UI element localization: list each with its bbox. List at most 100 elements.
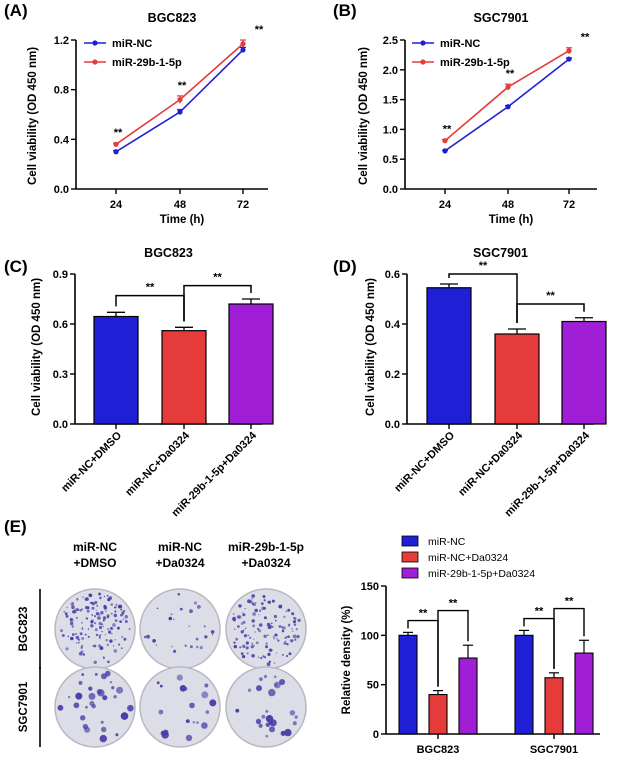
colony-dot	[293, 617, 297, 620]
colony-dot	[262, 595, 266, 598]
colony-dot	[273, 614, 277, 619]
colony-dot	[258, 614, 260, 616]
colony-dot	[123, 609, 126, 613]
legend-label: miR-NC	[112, 38, 152, 50]
colony-dot	[197, 605, 201, 609]
colony-dot	[170, 613, 173, 616]
significance-marker: **	[213, 272, 222, 284]
colony-dot	[81, 637, 85, 640]
colony-dot	[66, 606, 69, 609]
colony-dot	[284, 640, 287, 642]
colony-dot	[79, 608, 82, 612]
colony-dot	[97, 689, 105, 697]
colony-dot	[285, 610, 288, 613]
colony-dot	[266, 662, 271, 666]
colony-dot	[292, 721, 297, 726]
significance-marker: **	[114, 127, 123, 139]
colony-dot	[256, 685, 262, 692]
colony-dot	[99, 734, 108, 743]
chart-d-y-tick-label: 0.4	[385, 319, 401, 331]
colony-dot	[233, 613, 235, 615]
column-header-line2: +DMSO	[73, 556, 116, 570]
colony-dot	[118, 643, 121, 646]
colony-dot	[67, 695, 71, 699]
colony-dot	[65, 614, 69, 618]
significance-marker: **	[146, 282, 155, 294]
x-tick-label: 72	[563, 199, 575, 211]
colony-dot	[120, 712, 129, 720]
culture-dish	[225, 666, 307, 748]
colony-dot	[158, 709, 164, 715]
y-axis-label: Cell viability (OD 450 nm)	[31, 278, 43, 416]
colony-dot	[120, 613, 123, 617]
colony-dot	[94, 673, 98, 676]
colony-dot	[98, 644, 102, 648]
colony-dot	[81, 673, 84, 676]
chart-a-bgc823-line: 0.0 0.4 0.8 1.2 BGC823 24 48 72 Time (h) Cell via…	[27, 11, 268, 226]
colony-dot	[85, 705, 88, 709]
chart-a-y-tick-label: 0.8	[54, 85, 69, 97]
colony-dot	[69, 621, 74, 626]
colony-dot	[284, 728, 292, 737]
colony-dot	[211, 634, 214, 636]
colony-dot	[91, 606, 95, 610]
chart-e-relative-density: 0 50 100 150 Relative density (%) BGC823 ** ** S…	[341, 535, 600, 756]
colony-dot	[268, 624, 273, 629]
data-point	[442, 138, 448, 144]
colony-dot	[93, 644, 97, 648]
colony-dot	[193, 601, 198, 605]
row-label: SGC7901	[18, 681, 30, 732]
colony-dot	[115, 603, 118, 606]
colony-dot	[88, 593, 92, 597]
colony-dot	[107, 628, 110, 631]
colony-dot	[113, 695, 117, 699]
chart-b-y-tick-label: 2.5	[383, 35, 398, 47]
colony-dot	[95, 633, 99, 637]
colony-dot	[94, 615, 97, 618]
legend-swatch	[401, 567, 419, 579]
colony-dot	[209, 699, 217, 707]
significance-marker: **	[506, 68, 515, 80]
colony-dot	[81, 644, 83, 647]
colony-dot	[84, 726, 91, 733]
colony-dot	[274, 681, 281, 689]
colony-dot	[251, 642, 254, 645]
bar-SGC7901-miR-NC+Da0324	[544, 677, 564, 735]
y-axis-label: Cell viability (OD 450 nm)	[365, 278, 377, 416]
colony-dot	[265, 734, 269, 738]
colony-dot	[171, 646, 173, 648]
data-point	[113, 141, 119, 147]
colony-dot	[289, 710, 296, 716]
colony-dot	[255, 718, 262, 725]
colony-dot	[297, 618, 301, 623]
panel-label-d: (D)	[333, 257, 357, 276]
column-header-line1: miR-29b-1-5p	[228, 540, 304, 554]
colony-dot	[110, 632, 113, 635]
colony-dot	[116, 626, 120, 630]
colony-dot	[88, 686, 93, 691]
panel-label-c: (C)	[4, 257, 28, 276]
colony-dot	[263, 634, 267, 638]
colony-dot	[63, 610, 66, 613]
colony-dot	[189, 609, 193, 614]
chart-d-y-tick-label: 0.2	[385, 369, 400, 381]
colony-dot	[258, 723, 263, 728]
colony-dot	[107, 598, 111, 602]
legend-swatch	[401, 551, 419, 563]
colony-dot	[294, 638, 297, 641]
chart-b-y-tick-label: 1.5	[383, 95, 398, 107]
colony-dot	[287, 608, 291, 612]
significance-marker: **	[178, 80, 187, 92]
colony-dot	[247, 688, 252, 692]
y-axis-label: Cell viability (OD 450 nm)	[358, 47, 370, 185]
colony-dot	[265, 710, 269, 713]
colony-dot	[77, 641, 80, 644]
colony-dot	[251, 594, 255, 598]
colony-dot	[113, 649, 118, 653]
colony-dot	[254, 631, 256, 633]
chart-b-sgc7901-line: 0.0 0.5 1.0 1.5 2.0 2.5 SGC7901 24 48 72 Time (h) C…	[358, 11, 597, 226]
colony-dot	[259, 677, 263, 681]
colony-dot	[201, 691, 209, 699]
chart-e-y-tick-label: 50	[367, 680, 379, 692]
colony-dot	[102, 619, 105, 622]
